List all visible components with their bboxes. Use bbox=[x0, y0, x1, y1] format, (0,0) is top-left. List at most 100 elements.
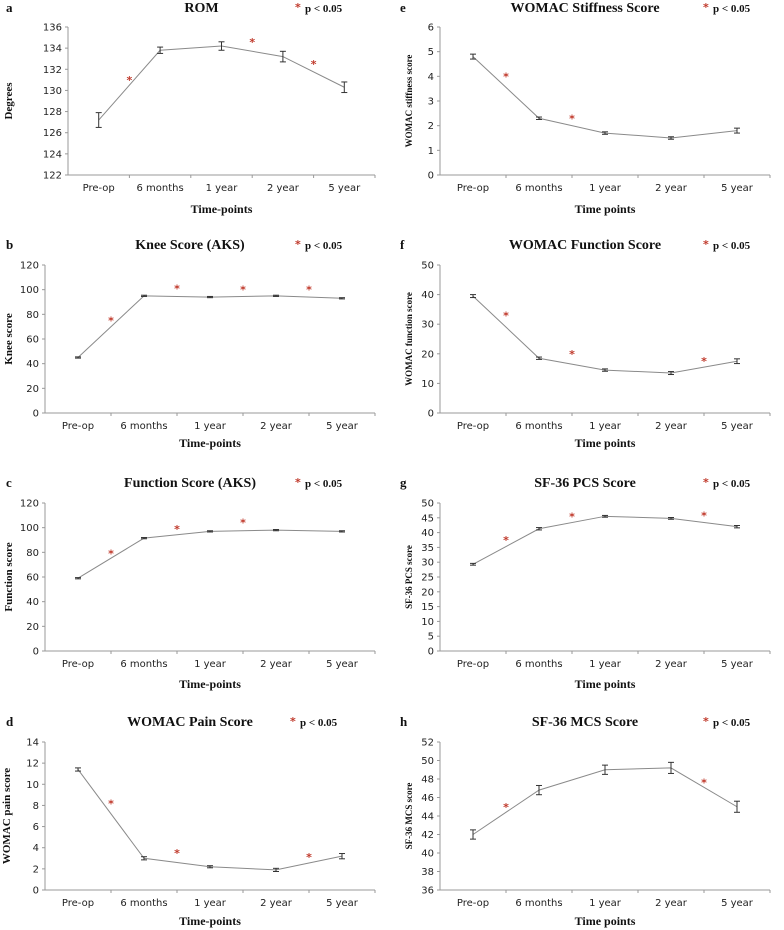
x-axis-label: Time points bbox=[575, 202, 636, 216]
y-axis-label: Degrees bbox=[3, 82, 15, 120]
x-tick-label: 6 months bbox=[120, 421, 167, 432]
data-point bbox=[668, 761, 674, 774]
y-tick-label: 30 bbox=[421, 320, 434, 331]
data-point bbox=[141, 537, 147, 540]
series-line bbox=[472, 515, 738, 565]
y-tick-label: 3 bbox=[428, 97, 434, 108]
data-point bbox=[602, 131, 608, 135]
x-tick-label: 1 year bbox=[206, 183, 239, 194]
y-axis-label: SF-36 PCS score bbox=[404, 545, 414, 609]
y-tick-label: 60 bbox=[26, 335, 39, 346]
legend-label: p < 0.05 bbox=[713, 717, 751, 729]
data-point bbox=[734, 524, 740, 529]
y-tick-label: 12 bbox=[26, 759, 39, 770]
data-point bbox=[341, 81, 348, 94]
legend-star-icon: * bbox=[703, 238, 709, 251]
y-tick-label: 46 bbox=[421, 793, 434, 804]
y-axis-label: Function score bbox=[3, 542, 15, 611]
x-tick-label: 2 year bbox=[655, 659, 688, 670]
data-point bbox=[339, 853, 345, 860]
x-tick-label: 5 year bbox=[721, 659, 754, 670]
data-point bbox=[279, 50, 286, 63]
y-axis-label: Knee score bbox=[3, 313, 15, 365]
data-point bbox=[470, 53, 476, 60]
legend-star-icon: * bbox=[295, 1, 301, 14]
significance-star-icon: * bbox=[311, 58, 317, 71]
significance-star-icon: * bbox=[240, 517, 246, 530]
data-point bbox=[339, 530, 345, 533]
data-point bbox=[734, 800, 740, 813]
y-tick-label: 4 bbox=[33, 843, 39, 854]
panel-letter: d bbox=[6, 714, 14, 729]
significance-star-icon: * bbox=[174, 282, 180, 295]
chart-title: WOMAC Stiffness Score bbox=[510, 1, 659, 16]
x-tick-label: Pre-op bbox=[62, 659, 94, 670]
x-tick-label: 2 year bbox=[655, 183, 688, 194]
legend-star-icon: * bbox=[703, 476, 709, 489]
x-tick-label: 2 year bbox=[655, 898, 688, 909]
data-point bbox=[602, 764, 608, 775]
panel-letter: g bbox=[400, 475, 407, 490]
y-tick-label: 0 bbox=[428, 409, 434, 420]
y-tick-label: 1 bbox=[428, 146, 434, 157]
y-tick-label: 36 bbox=[421, 886, 434, 897]
significance-star-icon: * bbox=[569, 510, 575, 523]
y-tick-label: 128 bbox=[43, 107, 62, 118]
significance-star-icon: * bbox=[108, 315, 114, 328]
y-tick-label: 14 bbox=[26, 738, 39, 749]
x-axis-label: Time points bbox=[575, 914, 636, 928]
x-tick-label: 2 year bbox=[655, 421, 688, 432]
significance-star-icon: * bbox=[569, 348, 575, 361]
panel-letter: e bbox=[400, 0, 406, 15]
data-point bbox=[273, 867, 279, 872]
x-tick-label: 6 months bbox=[515, 898, 562, 909]
y-tick-label: 100 bbox=[20, 285, 39, 296]
x-tick-label: 5 year bbox=[721, 898, 754, 909]
chart-title: SF-36 MCS Score bbox=[532, 715, 638, 730]
y-tick-label: 6 bbox=[428, 23, 434, 34]
y-tick-label: 4 bbox=[428, 72, 434, 83]
legend-star-icon: * bbox=[295, 238, 301, 251]
x-axis-label: Time-points bbox=[191, 202, 253, 216]
significance-star-icon: * bbox=[503, 70, 509, 83]
significance-star-icon: * bbox=[240, 284, 246, 297]
data-point bbox=[207, 530, 213, 533]
y-tick-label: 8 bbox=[33, 801, 39, 812]
data-point bbox=[668, 136, 674, 140]
series-line bbox=[472, 295, 738, 374]
chart-title: WOMAC Function Score bbox=[509, 238, 661, 253]
y-tick-label: 130 bbox=[43, 86, 62, 97]
series-line bbox=[472, 767, 738, 835]
legend-label: p < 0.05 bbox=[713, 3, 751, 15]
x-tick-label: Pre-op bbox=[62, 898, 94, 909]
y-tick-label: 48 bbox=[421, 775, 434, 786]
y-tick-label: 80 bbox=[26, 548, 39, 559]
significance-star-icon: * bbox=[701, 510, 707, 523]
y-tick-label: 20 bbox=[421, 587, 434, 598]
chart-panel-a: a ROM * p < 0.05 122 124 126 128 130 132 134 136 Pre… bbox=[3, 0, 376, 216]
chart-title: ROM bbox=[184, 1, 218, 16]
data-point bbox=[470, 294, 476, 299]
x-tick-label: Pre-op bbox=[457, 183, 489, 194]
y-tick-label: 0 bbox=[33, 647, 39, 658]
y-tick-label: 134 bbox=[43, 44, 62, 55]
panel-letter: b bbox=[6, 237, 13, 252]
y-tick-label: 120 bbox=[20, 499, 39, 510]
panel-letter: c bbox=[6, 475, 12, 490]
x-tick-label: 1 year bbox=[589, 659, 622, 670]
data-point bbox=[668, 517, 674, 520]
y-tick-label: 0 bbox=[428, 171, 434, 182]
y-tick-label: 35 bbox=[421, 543, 434, 554]
x-tick-label: 5 year bbox=[326, 659, 359, 670]
significance-star-icon: * bbox=[701, 777, 707, 790]
y-tick-label: 20 bbox=[26, 384, 39, 395]
y-tick-label: 40 bbox=[421, 290, 434, 301]
x-tick-label: Pre-op bbox=[457, 659, 489, 670]
series-line bbox=[472, 56, 738, 139]
x-tick-label: Pre-op bbox=[457, 898, 489, 909]
x-tick-label: 1 year bbox=[589, 898, 622, 909]
chart-title: Knee Score (AKS) bbox=[135, 238, 245, 253]
significance-star-icon: * bbox=[174, 847, 180, 860]
data-point bbox=[602, 514, 608, 518]
